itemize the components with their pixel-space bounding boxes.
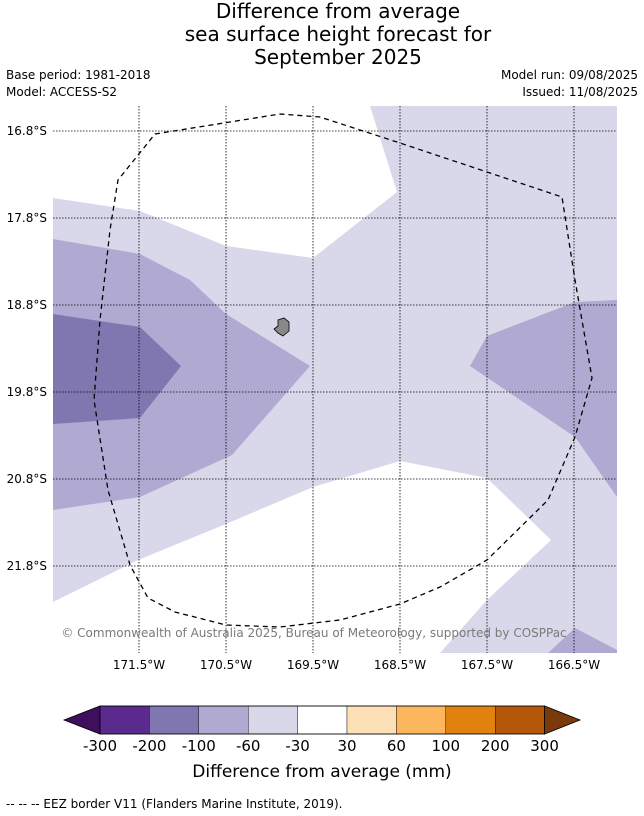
base-period-text: Base period: 1981-2018 bbox=[6, 68, 151, 82]
colorbar-extension-low bbox=[62, 705, 101, 735]
meta-left: Base period: 1981-2018 Model: ACCESS-S2 bbox=[6, 67, 151, 101]
colorbar-tick: -30 bbox=[285, 737, 310, 755]
lon-label: 171.5°W bbox=[113, 658, 165, 672]
colorbar-tick: -200 bbox=[132, 737, 166, 755]
title-line-3: September 2025 bbox=[254, 45, 422, 69]
title-line-1: Difference from average bbox=[215, 0, 461, 23]
colorbar-tick: 300 bbox=[530, 737, 559, 755]
lat-label: 20.8°S bbox=[7, 472, 47, 486]
graticule bbox=[53, 106, 617, 653]
lon-label: 169.5°W bbox=[287, 658, 339, 672]
island-niue bbox=[273, 317, 290, 337]
lat-label: 21.8°S bbox=[7, 559, 47, 573]
lat-label: 16.8°S bbox=[7, 124, 47, 138]
lon-label: 168.5°W bbox=[374, 658, 426, 672]
title-line-2: sea surface height forecast for bbox=[184, 22, 492, 46]
eez-footnote: -- -- -- EEZ border V11 (Flanders Marine… bbox=[6, 797, 343, 811]
lon-label: 167.5°W bbox=[461, 658, 513, 672]
colorbar-segment bbox=[445, 705, 496, 735]
colorbar-tick: -100 bbox=[182, 737, 216, 755]
anomaly-region-strong-west bbox=[53, 314, 181, 424]
colorbar-segment bbox=[149, 705, 199, 735]
map-title: Difference from average sea surface heig… bbox=[0, 0, 644, 69]
map-panel: 16.8°S 17.8°S 18.8°S 19.8°S 20.8°S 21.8°… bbox=[7, 106, 617, 672]
lon-label: 170.5°W bbox=[200, 658, 252, 672]
colorbar-segment bbox=[247, 705, 298, 735]
eez-border bbox=[93, 113, 593, 628]
issued-text: Issued: 11/08/2025 bbox=[522, 85, 638, 99]
anomaly-field bbox=[53, 106, 617, 653]
lat-label: 18.8°S bbox=[7, 298, 47, 312]
longitude-labels: 171.5°W 170.5°W 169.5°W 168.5°W 167.5°W … bbox=[113, 658, 600, 672]
lat-label: 19.8°S bbox=[7, 385, 47, 399]
colorbar-segment bbox=[99, 705, 150, 735]
anomaly-region-mid-west bbox=[53, 239, 310, 510]
colorbar-tick: -300 bbox=[83, 737, 117, 755]
model-text: Model: ACCESS-S2 bbox=[6, 85, 118, 99]
colorbar-segment bbox=[495, 705, 545, 735]
colorbar-extension-high bbox=[544, 705, 582, 735]
colorbar-segment bbox=[297, 705, 348, 735]
colorbar-tick: 200 bbox=[481, 737, 510, 755]
lat-label: 17.8°S bbox=[7, 211, 47, 225]
meta-right: Model run: 09/08/2025 Issued: 11/08/2025 bbox=[501, 67, 638, 101]
anomaly-region-mid-southeast bbox=[548, 628, 617, 653]
colorbar-tick: -60 bbox=[236, 737, 261, 755]
anomaly-region-near-zero-south bbox=[53, 461, 551, 653]
model-run-text: Model run: 09/08/2025 bbox=[500, 68, 638, 82]
colorbar-ticks: -300 -200 -100 -60 -30 30 60 100 200 300 bbox=[83, 737, 559, 755]
copyright-text: © Commonwealth of Australia 2025, Bureau… bbox=[61, 626, 566, 640]
colorbar: -300 -200 -100 -60 -30 30 60 100 200 300 bbox=[62, 705, 582, 755]
colorbar-tick: 100 bbox=[431, 737, 460, 755]
colorbar-label: Difference from average (mm) bbox=[192, 762, 452, 782]
lon-label: 166.5°W bbox=[548, 658, 600, 672]
colorbar-segment bbox=[396, 705, 446, 735]
anomaly-region-near-zero-north bbox=[53, 106, 397, 258]
colorbar-segment bbox=[346, 705, 397, 735]
anomaly-region-mid-east bbox=[470, 300, 617, 497]
colorbar-tick: 60 bbox=[387, 737, 406, 755]
latitude-labels: 16.8°S 17.8°S 18.8°S 19.8°S 20.8°S 21.8°… bbox=[7, 124, 47, 573]
colorbar-segment bbox=[198, 705, 249, 735]
colorbar-frame bbox=[99, 705, 546, 735]
colorbar-tick: 30 bbox=[337, 737, 356, 755]
